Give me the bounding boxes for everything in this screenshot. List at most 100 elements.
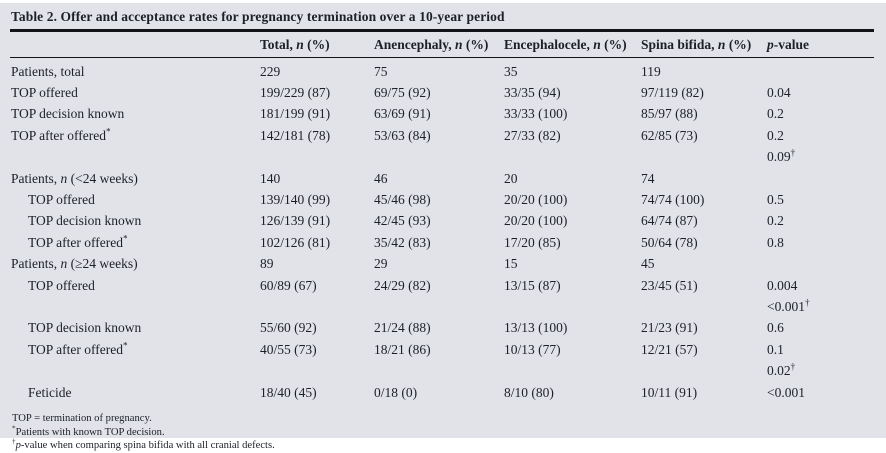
- table-row: TOP decision known 181/199 (91) 63/69 (91)…: [10, 104, 874, 125]
- table-body: Patients, total 229 75 35 119 TOP offered 199/…: [10, 58, 874, 404]
- row-label-cell: Patients, n (≥24 weeks): [11, 256, 138, 272]
- row-label-cell: [10, 360, 259, 381]
- data-cell: 35: [504, 63, 518, 79]
- table-row: TOP after offered* 40/55 (73) 18/21 (86) 10…: [10, 339, 874, 360]
- data-cell: 50/64 (78): [641, 234, 698, 250]
- data-cell: <0.001†: [767, 297, 810, 314]
- table-page: Table 2. Offer and acceptance rates for …: [0, 3, 886, 451]
- data-cell: 35/42 (83): [374, 234, 431, 250]
- data-cell: 229: [260, 63, 281, 79]
- data-cell: 0.1: [767, 341, 784, 357]
- row-label-cell: TOP offered: [11, 85, 78, 101]
- data-cell: 139/140 (99): [260, 192, 331, 208]
- data-cell: 0.2: [767, 213, 784, 229]
- data-cell: 0/18 (0): [374, 384, 418, 400]
- data-cell: 46: [374, 170, 388, 186]
- data-cell: [640, 296, 766, 317]
- data-cell: 21/23 (91): [641, 320, 698, 336]
- data-cell: 60/89 (67): [260, 277, 317, 293]
- data-cell: 74/74 (100): [641, 192, 705, 208]
- table-container: Table 2. Offer and acceptance rates for …: [0, 3, 886, 453]
- data-cell: 45/46 (98): [374, 192, 431, 208]
- row-label-cell: TOP offered: [28, 192, 95, 208]
- row-label-cell: TOP decision known: [28, 320, 142, 336]
- data-cell: [766, 168, 874, 189]
- data-cell: 63/69 (91): [374, 106, 431, 122]
- data-cell: 97/119 (82): [641, 85, 704, 101]
- row-label-cell: TOP decision known: [28, 213, 142, 229]
- data-cell: 33/35 (94): [504, 85, 561, 101]
- data-cell: [373, 296, 503, 317]
- data-cell: [640, 360, 766, 381]
- data-cell: [640, 147, 766, 168]
- data-cell: 18/40 (45): [260, 384, 317, 400]
- data-cell: 0.6: [767, 320, 784, 336]
- data-cell: 75: [374, 63, 388, 79]
- data-cell: 33/33 (100): [504, 106, 568, 122]
- data-cell: 142/181 (78): [260, 127, 331, 143]
- data-cell: [373, 360, 503, 381]
- data-cell: 42/45 (93): [374, 213, 431, 229]
- col-header-p-value: p-value: [766, 32, 874, 58]
- data-cell: 140: [260, 170, 281, 186]
- table-row: Patients, total 229 75 35 119: [10, 58, 874, 83]
- table-row: Patients, n (<24 weeks) 140 46 20 74: [10, 168, 874, 189]
- data-cell: [259, 360, 373, 381]
- table-row: TOP offered 60/89 (67) 24/29 (82) 13/15 (87…: [10, 275, 874, 296]
- data-cell: 69/75 (92): [374, 85, 431, 101]
- data-cell: 126/139 (91): [260, 213, 331, 229]
- data-cell: 20/20 (100): [504, 192, 568, 208]
- footnote-asterisk: *Patients with known TOP decision.: [12, 424, 165, 438]
- data-cell: 0.5: [767, 192, 784, 208]
- row-label-cell: Patients, total: [11, 63, 85, 79]
- table-row: Patients, n (≥24 weeks) 89 29 15 45: [10, 254, 874, 275]
- footnote-abbreviation: TOP = termination of pregnancy.: [12, 413, 152, 425]
- table-title: Table 2. Offer and acceptance rates for …: [10, 7, 874, 32]
- data-cell: 23/45 (51): [641, 277, 698, 293]
- data-cell: 20: [504, 170, 518, 186]
- data-table: Total, n (%) Anencephaly, n (%) Encephal…: [10, 32, 874, 403]
- data-cell: 21/24 (88): [374, 320, 431, 336]
- data-cell: [503, 360, 640, 381]
- data-cell: [766, 254, 874, 275]
- table-row: 0.02†: [10, 360, 874, 381]
- row-label-cell: TOP decision known: [11, 106, 125, 122]
- row-label-cell: TOP after offered*: [28, 233, 128, 250]
- data-cell: 8/10 (80): [504, 384, 554, 400]
- data-cell: [259, 147, 373, 168]
- row-label-cell: [10, 296, 259, 317]
- row-label-cell: [10, 147, 259, 168]
- data-cell: [373, 147, 503, 168]
- col-header-total: Total, n (%): [259, 32, 373, 58]
- col-header-anencephaly: Anencephaly, n (%): [373, 32, 503, 58]
- data-cell: 62/85 (73): [641, 127, 698, 143]
- data-cell: 102/126 (81): [260, 234, 331, 250]
- data-cell: 53/63 (84): [374, 127, 431, 143]
- data-cell: 27/33 (82): [504, 127, 561, 143]
- row-label-cell: TOP offered: [28, 277, 95, 293]
- table-row: <0.001†: [10, 296, 874, 317]
- table-row: Feticide 18/40 (45) 0/18 (0) 8/10 (80) 10/11…: [10, 382, 874, 403]
- data-cell: 85/97 (88): [641, 106, 698, 122]
- data-cell: [766, 58, 874, 83]
- col-header-spina-bifida: Spina bifida, n (%): [640, 32, 766, 58]
- table-row: TOP offered 139/140 (99) 45/46 (98) 20/20 (…: [10, 189, 874, 210]
- footnote-dagger: †p-value when comparing spina bifida wit…: [12, 437, 275, 452]
- row-label-cell: Patients, n (<24 weeks): [11, 170, 138, 186]
- data-cell: [503, 296, 640, 317]
- data-cell: 10/11 (91): [641, 384, 698, 400]
- data-cell: 17/20 (85): [504, 234, 561, 250]
- data-cell: 20/20 (100): [504, 213, 568, 229]
- data-cell: [503, 147, 640, 168]
- data-cell: 89: [260, 256, 274, 272]
- data-cell: <0.001: [767, 384, 805, 400]
- data-cell: 181/199 (91): [260, 106, 331, 122]
- table-header: Total, n (%) Anencephaly, n (%) Encephal…: [10, 32, 874, 58]
- data-cell: 199/229 (87): [260, 85, 331, 101]
- header-row: Total, n (%) Anencephaly, n (%) Encephal…: [10, 32, 874, 58]
- table-row: TOP after offered* 102/126 (81) 35/42 (83)…: [10, 232, 874, 253]
- data-cell: 45: [641, 256, 655, 272]
- data-cell: 10/13 (77): [504, 341, 561, 357]
- data-cell: 0.04: [767, 85, 791, 101]
- data-cell: 24/29 (82): [374, 277, 431, 293]
